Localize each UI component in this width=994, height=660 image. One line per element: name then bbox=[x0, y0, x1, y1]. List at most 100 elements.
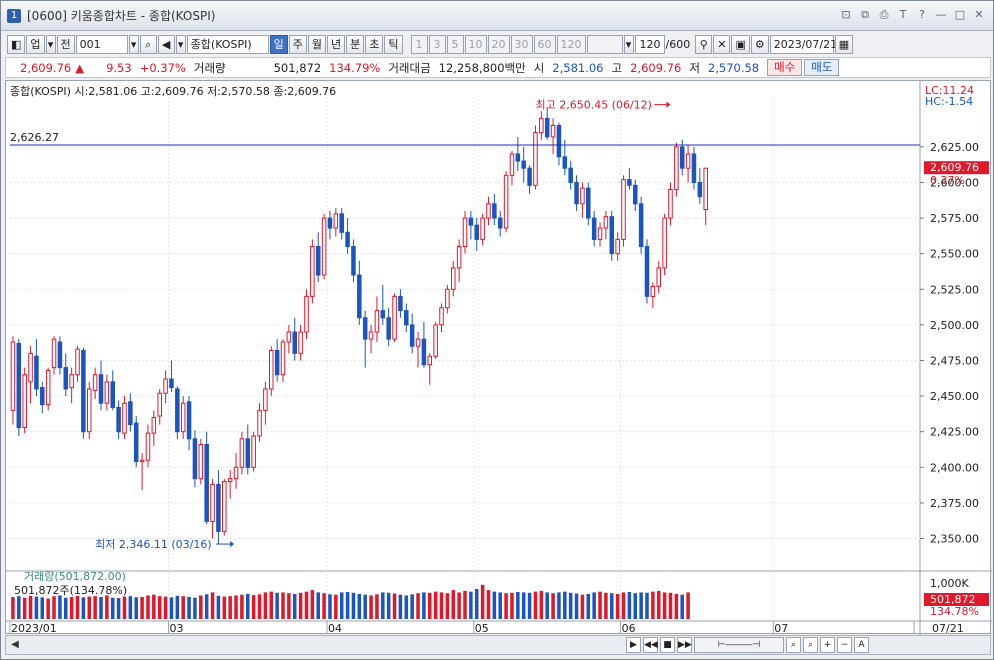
chart-area[interactable]: 2,350.00 2,375.00 2,400.00 2,425.00 2,450.00… bbox=[5, 80, 992, 635]
volume-bar bbox=[398, 594, 403, 619]
view-select[interactable]: 전 bbox=[56, 34, 75, 54]
interval-3-button[interactable]: 3 bbox=[428, 34, 446, 54]
market-select[interactable]: 업 bbox=[26, 34, 45, 54]
font-icon[interactable]: T bbox=[899, 8, 907, 21]
count-input[interactable]: 120 bbox=[634, 34, 665, 54]
maximize-icon[interactable]: □ bbox=[954, 8, 966, 21]
volume-legend: 거래량(501,872.00) bbox=[24, 570, 126, 583]
ohlc-legend: 종합(KOSPI) 시:2,581.06 고:2,609.76 저:2,570.… bbox=[10, 85, 337, 98]
candle-body bbox=[233, 466, 239, 480]
capture-icon[interactable]: ⎙ bbox=[879, 8, 889, 21]
plus-icon[interactable]: + bbox=[820, 637, 835, 653]
period-second-button[interactable]: 초 bbox=[365, 34, 384, 54]
layout-icon[interactable]: ◧ bbox=[7, 34, 26, 54]
rewind-icon[interactable]: ◀◀ bbox=[643, 637, 658, 653]
candle-body bbox=[415, 338, 421, 347]
interval-20-button[interactable]: 20 bbox=[487, 34, 510, 54]
code-input[interactable]: 001 bbox=[75, 34, 128, 54]
scroll-left-icon[interactable]: ◀ bbox=[11, 639, 19, 650]
interval-10-button[interactable]: 10 bbox=[464, 34, 487, 54]
minimize-icon[interactable]: — bbox=[935, 8, 947, 21]
help-icon[interactable]: ? bbox=[919, 8, 925, 21]
volume-bar bbox=[298, 592, 303, 619]
volume-bar bbox=[392, 593, 397, 619]
grid-lines bbox=[6, 81, 992, 635]
scroll-bar[interactable]: ◀ ▶ ◀◀ ■ ▶▶ ⊢―――⊣ ⌕ ⌕ + − A bbox=[5, 635, 991, 655]
candle-body bbox=[339, 213, 344, 233]
volume-bar bbox=[105, 595, 109, 619]
date-input[interactable]: 2023/07/21 bbox=[769, 34, 837, 54]
buy-button[interactable]: 매수 bbox=[767, 59, 803, 76]
candle-body bbox=[98, 374, 104, 404]
chevron-down-icon[interactable]: ▾ bbox=[45, 34, 56, 54]
link-icon[interactable]: ⊡ bbox=[841, 8, 851, 21]
candle-body bbox=[562, 156, 568, 169]
period-month-button[interactable]: 월 bbox=[307, 34, 327, 54]
candle-body bbox=[638, 203, 644, 248]
volume-bar bbox=[75, 595, 80, 619]
zoom-in-icon[interactable]: ⌕ bbox=[786, 637, 801, 653]
minus-icon[interactable]: − bbox=[837, 637, 852, 653]
volume-bar bbox=[598, 591, 602, 619]
volume-bar bbox=[204, 594, 209, 619]
fast-forward-icon[interactable]: ▶▶ bbox=[677, 637, 692, 653]
interval-1-button[interactable]: 1 bbox=[410, 34, 428, 54]
candle-body bbox=[527, 167, 532, 186]
up-triangle-icon: ▲ bbox=[75, 60, 85, 75]
period-day-button[interactable]: 일 bbox=[269, 34, 288, 54]
copy-window-icon[interactable]: ⧉ bbox=[861, 8, 869, 21]
candle-body bbox=[550, 124, 556, 138]
y-tick-label: 2,525.00 bbox=[930, 283, 979, 296]
volume-bar bbox=[275, 592, 279, 619]
custom-interval-field[interactable] bbox=[586, 34, 623, 54]
stop-icon[interactable]: ■ bbox=[660, 637, 675, 653]
interval-dropdown-icon[interactable]: ▾ bbox=[623, 34, 634, 54]
save-icon[interactable]: ▣ bbox=[731, 34, 750, 54]
speaker-icon[interactable]: ◀ bbox=[157, 34, 175, 54]
volume-bar bbox=[381, 592, 385, 619]
crosshair-icon[interactable]: ✕ bbox=[713, 34, 731, 54]
zoom-out-icon[interactable]: ⌕ bbox=[803, 637, 818, 653]
volume-bar bbox=[410, 594, 414, 619]
interval-120-button[interactable]: 120 bbox=[556, 34, 586, 54]
volume-bar bbox=[521, 592, 526, 619]
period-minute-button[interactable]: 분 bbox=[346, 34, 365, 54]
candle-body bbox=[533, 132, 538, 186]
volume-bar bbox=[516, 592, 520, 619]
candle-body bbox=[292, 331, 298, 354]
close-icon[interactable]: ✕ bbox=[974, 8, 984, 21]
search-icon[interactable]: ⌕ bbox=[139, 34, 157, 54]
volume-bar bbox=[551, 593, 555, 619]
last-price-tag-text: 2,609.76 bbox=[930, 161, 979, 174]
interval-30-button[interactable]: 30 bbox=[510, 34, 533, 54]
price-chart[interactable]: 2,350.00 2,375.00 2,400.00 2,425.00 2,450.00… bbox=[6, 81, 992, 635]
candle-body bbox=[691, 153, 697, 183]
interval-60-button[interactable]: 60 bbox=[533, 34, 556, 54]
candle-body bbox=[116, 406, 121, 433]
period-week-button[interactable]: 주 bbox=[288, 34, 307, 54]
volume-bar bbox=[11, 596, 15, 619]
volume-pct-tag: 134.78% bbox=[930, 605, 979, 618]
sell-button[interactable]: 매도 bbox=[804, 59, 840, 76]
code-dropdown-icon[interactable]: ▾ bbox=[128, 34, 139, 54]
price-change: 9.53 bbox=[106, 60, 132, 75]
volume-bar bbox=[539, 590, 544, 619]
period-tick-button[interactable]: 틱 bbox=[384, 34, 403, 54]
volume-bar bbox=[592, 592, 596, 619]
x-tick-label: 06 bbox=[622, 622, 636, 635]
candle-body bbox=[603, 216, 609, 229]
y-tick-label: 2,625.00 bbox=[930, 141, 979, 154]
play-icon[interactable]: ▶ bbox=[626, 637, 641, 653]
candle-body bbox=[362, 317, 368, 340]
candle-body bbox=[169, 378, 174, 389]
speaker-dropdown-icon[interactable]: ▾ bbox=[175, 34, 186, 54]
auto-icon[interactable]: A bbox=[854, 637, 869, 653]
candle-body bbox=[398, 295, 403, 312]
period-year-button[interactable]: 년 bbox=[327, 34, 346, 54]
zoom-slider[interactable]: ⊢―――⊣ bbox=[694, 637, 784, 653]
volume-bar bbox=[451, 590, 456, 619]
gear-icon[interactable]: ⚙ bbox=[750, 34, 769, 54]
candle-type-icon[interactable]: ⚲ bbox=[695, 34, 713, 54]
calendar-icon[interactable]: ▦ bbox=[834, 34, 854, 54]
interval-5-button[interactable]: 5 bbox=[446, 34, 464, 54]
